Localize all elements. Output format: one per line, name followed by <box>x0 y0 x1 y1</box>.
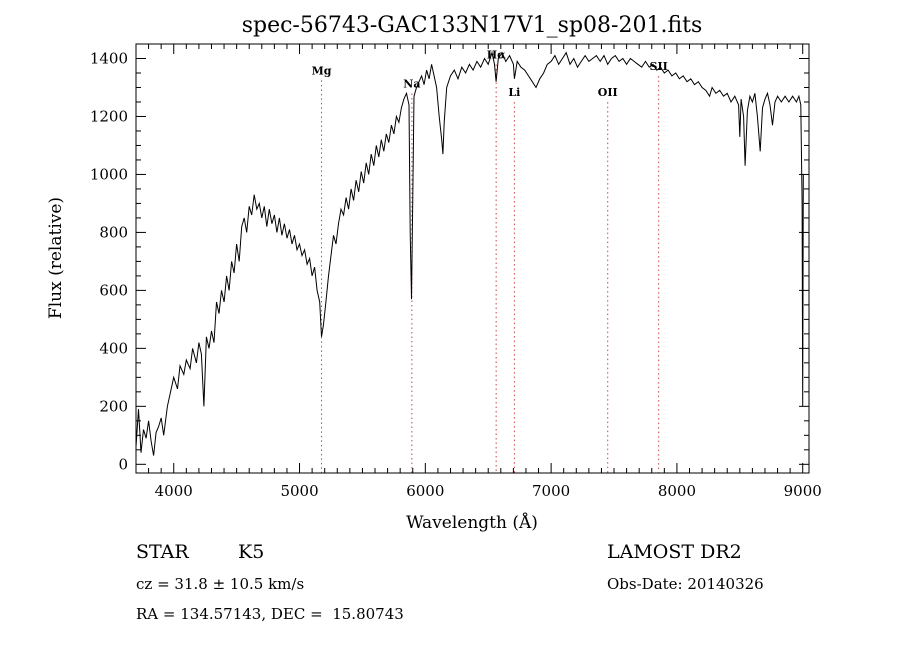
x-axis: 4000 5000 6000 7000 8000 9000 <box>135 44 822 500</box>
y-axis: 0 200 400 600 800 1000 1200 1400 <box>90 49 809 473</box>
plot-frame <box>135 43 810 474</box>
y-tick-label: 1000 <box>90 165 128 183</box>
object-subclass: K5 <box>238 541 265 563</box>
x-tick-label: 7000 <box>532 482 570 500</box>
x-tick-label: 5000 <box>280 482 318 500</box>
y-tick-label: 1400 <box>90 49 128 67</box>
spectral-line-label: Li <box>508 86 520 99</box>
y-tick-label: 400 <box>99 339 128 357</box>
survey-name: LAMOST DR2 <box>607 541 742 563</box>
x-tick-label: 9000 <box>784 482 822 500</box>
y-tick-label: 600 <box>99 281 128 299</box>
spectral-line-label: SII <box>650 60 668 73</box>
spectral-line-label: Hα <box>487 48 506 61</box>
object-class: STAR <box>136 541 189 563</box>
x-tick-label: 6000 <box>406 482 444 500</box>
observation-date: Obs-Date: 20140326 <box>607 575 764 593</box>
x-tick-label: 8000 <box>658 482 696 500</box>
x-axis-label: Wavelength (Å) <box>406 512 538 533</box>
y-tick-label: 800 <box>99 223 128 241</box>
x-tick-label: 4000 <box>155 482 193 500</box>
chart-title: spec-56743-GAC133N17V1_sp08-201.fits <box>242 13 703 38</box>
y-axis-label: Flux (relative) <box>46 197 66 319</box>
spectral-line-label: OII <box>598 86 618 99</box>
y-tick-label: 1200 <box>90 107 128 125</box>
spectrum-line <box>136 50 804 456</box>
sky-coordinates: RA = 134.57143, DEC = 15.80743 <box>136 605 404 623</box>
y-tick-label: 200 <box>99 397 128 415</box>
spectrum-series <box>136 50 804 456</box>
y-tick-label: 0 <box>118 455 128 473</box>
redshift-velocity: cz = 31.8 ± 10.5 km/s <box>136 575 305 593</box>
spectral-line-label: Mg <box>312 64 332 77</box>
